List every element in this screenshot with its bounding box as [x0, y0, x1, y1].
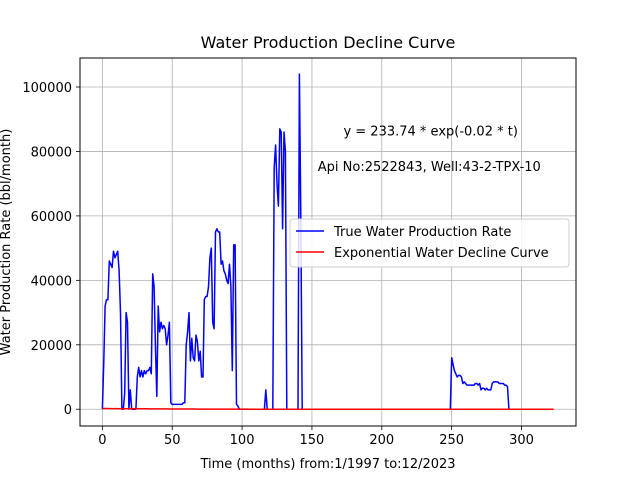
legend: True Water Production Rate Exponential Wa… [289, 218, 570, 268]
y-tick-label: 100000 [22, 81, 72, 96]
legend-label: Exponential Water Decline Curve [334, 246, 549, 261]
legend-label: True Water Production Rate [333, 225, 511, 240]
x-axis-label: Time (months) from:1/1997 to:12/2023 [199, 457, 455, 472]
annotations: y = 233.74 * exp(-0.02 * t) Api No:252284… [318, 124, 541, 174]
plot-frame [79, 57, 577, 427]
y-tick-label: 0 [64, 403, 72, 418]
x-tick-label: 100 [230, 433, 255, 448]
x-tick-label: 0 [98, 433, 106, 448]
legend-box [289, 218, 570, 268]
series-layer [101, 73, 554, 410]
y-tick-label: 60000 [31, 210, 72, 225]
x-tick-label: 300 [509, 433, 534, 448]
y-axis-label: Water Production Rate (bbl/month) [0, 129, 14, 356]
x-tick-label: 200 [369, 433, 394, 448]
x-tick-label: 250 [439, 433, 464, 448]
y-tick-label: 40000 [31, 274, 72, 289]
x-tick-label: 50 [164, 433, 181, 448]
y-axis: 0 20000 40000 60000 80000 100000 [22, 81, 80, 418]
x-tick-label: 150 [300, 433, 325, 448]
y-tick-label: 20000 [31, 339, 72, 354]
chart-title: Water Production Decline Curve [201, 33, 456, 52]
y-tick-label: 80000 [31, 145, 72, 160]
annotation-well-info: Api No:2522843, Well:43-2-TPX-10 [318, 160, 541, 175]
series-line-exp-decline [102, 407, 554, 410]
annotation-equation: y = 233.74 * exp(-0.02 * t) [343, 124, 517, 139]
x-axis: 0 50 100 150 200 250 300 [98, 426, 534, 448]
